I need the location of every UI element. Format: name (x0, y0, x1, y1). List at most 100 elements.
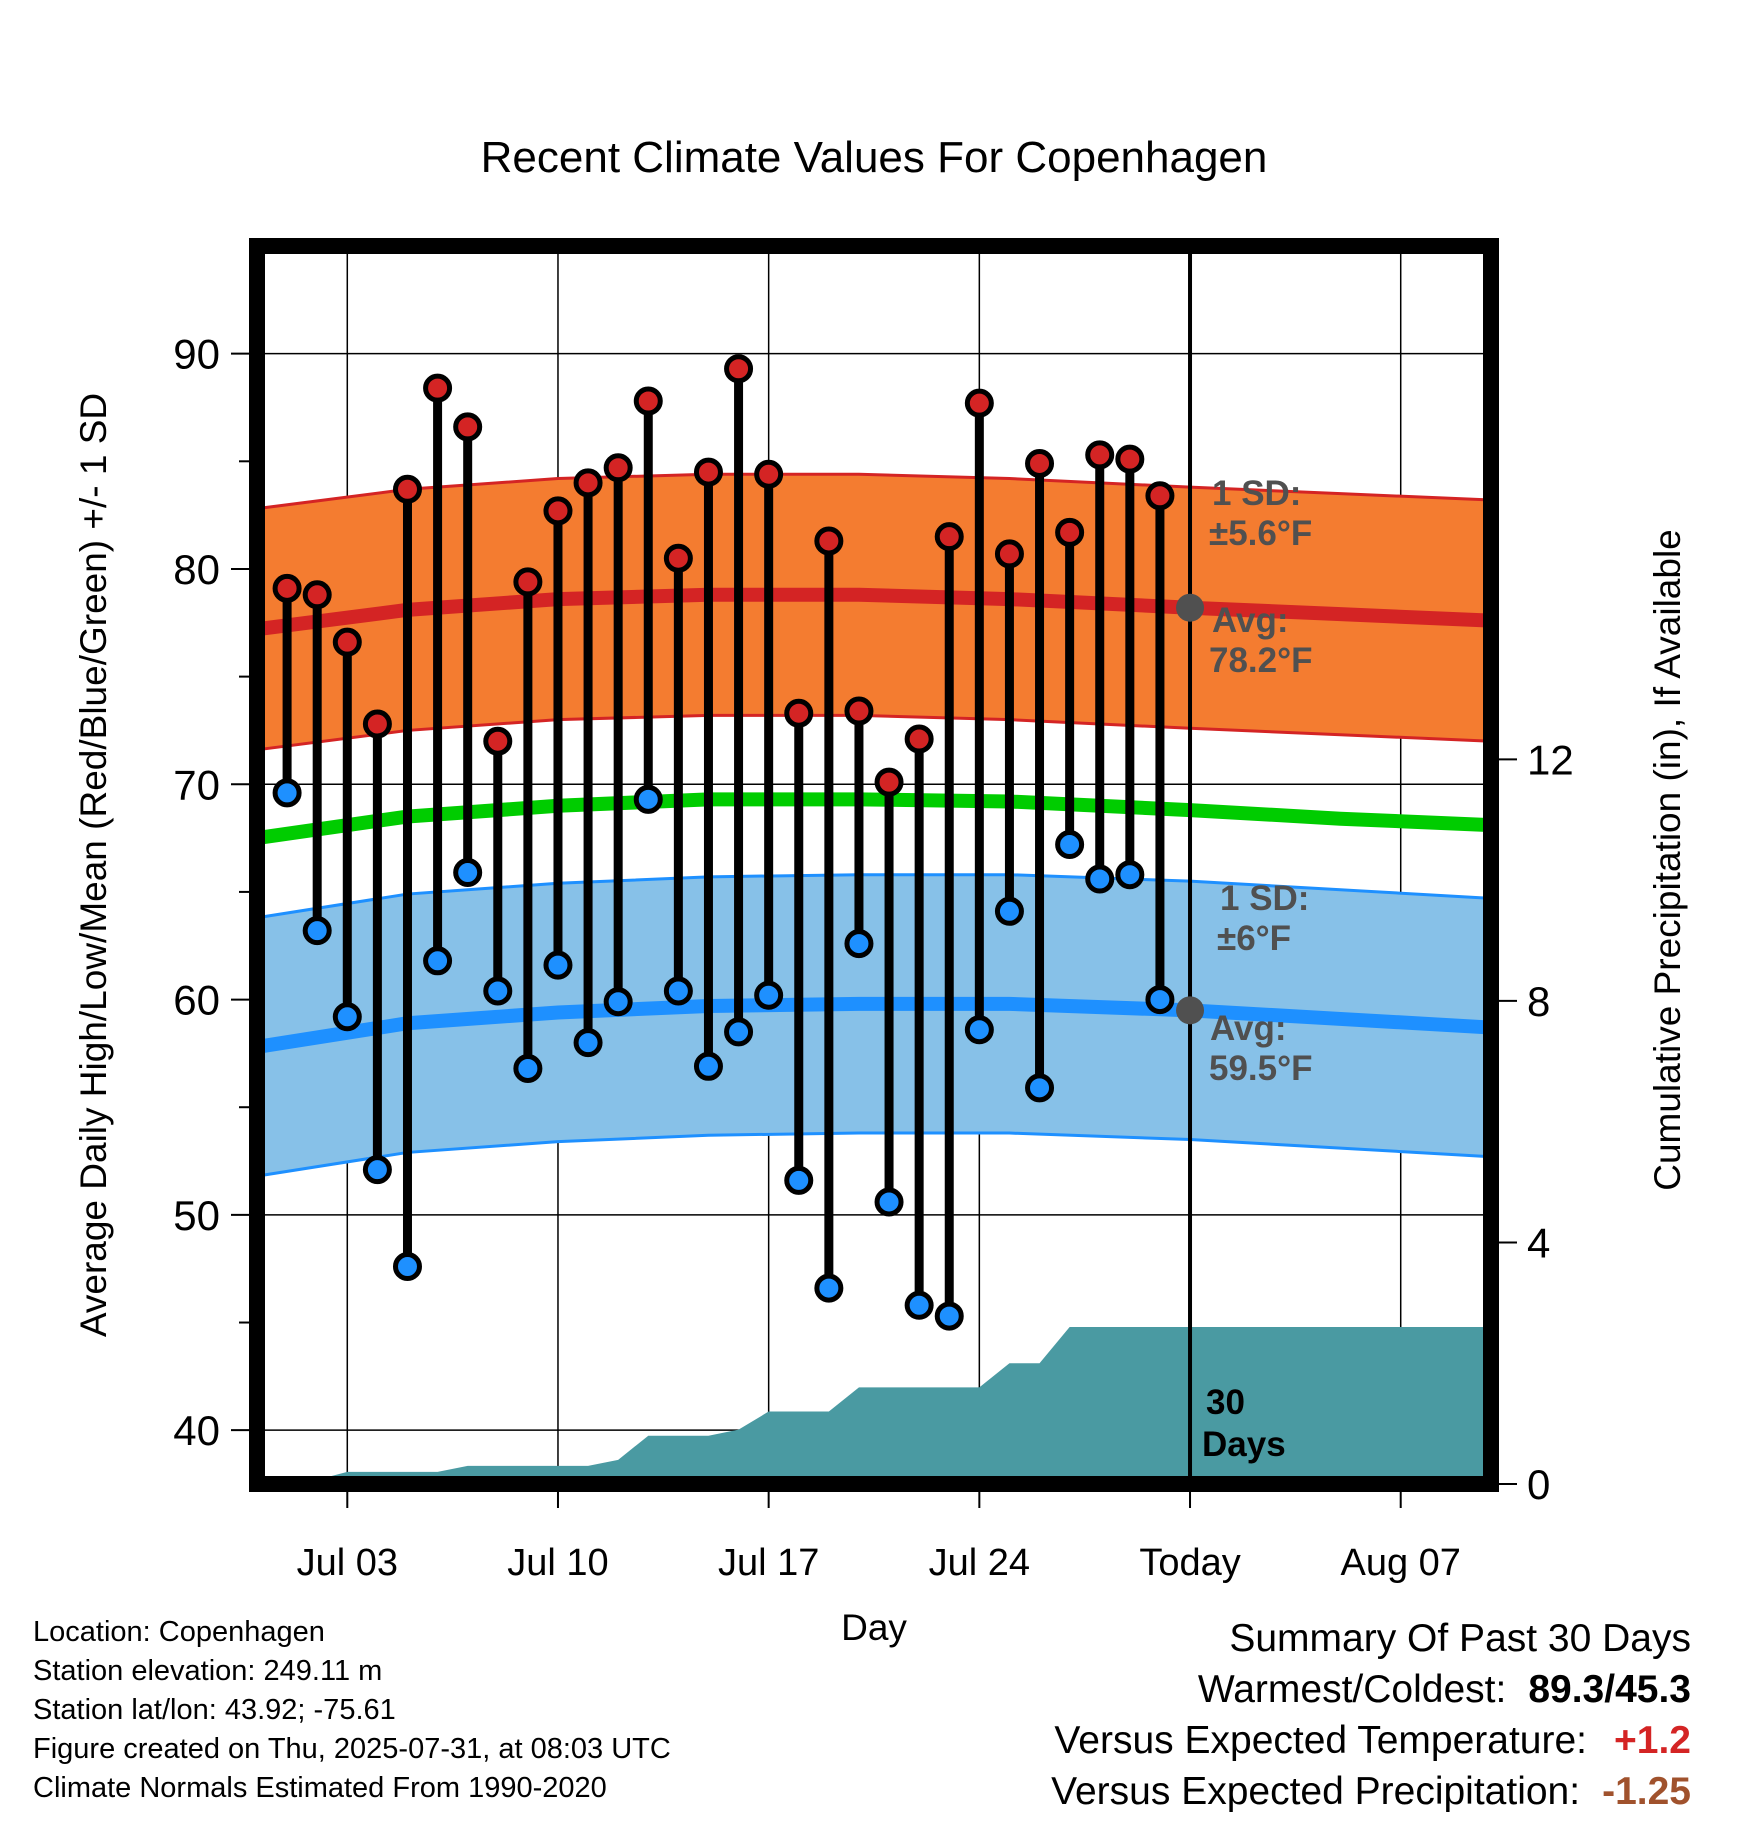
daily-high-point (543, 496, 573, 526)
y-tick-label: 80 (173, 546, 220, 593)
daily-high-point (754, 459, 784, 489)
daily-high-point (1085, 440, 1115, 470)
x-tick-label: Aug 07 (1340, 1542, 1460, 1584)
daily-low-point (814, 1273, 844, 1303)
x-axis-label: Day (841, 1607, 907, 1648)
daily-high-point (874, 767, 904, 797)
daily-high-point (814, 526, 844, 556)
summary-temp: Versus Expected Temperature: +1.2 (1051, 1715, 1691, 1766)
high-band-upper (256, 472, 1492, 511)
daily-low-point (874, 1187, 904, 1217)
station-info: Location: Copenhagen Station elevation: … (33, 1613, 671, 1808)
y-tick-label: 40 (173, 1407, 220, 1454)
temp-label: Versus Expected Temperature: (1054, 1719, 1587, 1762)
y2-tick-label: 0 (1527, 1461, 1550, 1508)
today-marker (1176, 246, 1205, 1484)
daily-low-point (633, 784, 663, 814)
daily-high-point (934, 522, 964, 552)
low-band-lower (256, 1131, 1492, 1178)
today-high-avg-dot (1176, 593, 1205, 622)
daily-low-point (513, 1053, 543, 1083)
daily-high-point (1025, 448, 1055, 478)
normals-text: Climate Normals Estimated From 1990-2020 (33, 1772, 607, 1804)
daily-high-point (362, 709, 392, 739)
high-band (257, 474, 1491, 750)
summary-warmest: Warmest/Coldest: 89.3/45.3 (1051, 1664, 1691, 1715)
y-tick-label: 90 (173, 331, 220, 378)
daily-high-point (423, 373, 453, 403)
daily-high-point (1145, 481, 1175, 511)
y-tick-label: 60 (173, 977, 220, 1024)
daily-low-point (1025, 1073, 1055, 1103)
y2-tick-label: 8 (1527, 978, 1550, 1025)
daily-high-point (784, 698, 814, 728)
chart-title: Recent Climate Values For Copenhagen (481, 133, 1268, 182)
daily-low-point (453, 858, 483, 888)
daily-low-point (362, 1155, 392, 1185)
elevation-text: Station elevation: 249.11 m (33, 1655, 383, 1687)
axes: 40 50 60 70 80 90 0 4 8 12 Jul 03 Jul 10 Jul 17 Jul 2… (173, 331, 1573, 1584)
y2-tick-label: 4 (1527, 1219, 1550, 1266)
precip-value: -1.25 (1602, 1770, 1691, 1813)
low-avg-value: 59.5°F (1209, 1049, 1313, 1088)
daily-low-point (483, 976, 513, 1006)
high-sd-label: 1 SD: (1212, 474, 1301, 513)
daily-low-point (302, 916, 332, 946)
daily-high-point (483, 726, 513, 756)
daily-low-point (272, 778, 302, 808)
daily-high-point (272, 573, 302, 603)
created-text: Figure created on Thu, 2025-07-31, at 08… (33, 1733, 671, 1765)
daily-low-point (1055, 830, 1085, 860)
daily-high-point (724, 354, 754, 384)
precip-cumulative-area (287, 1326, 1492, 1484)
y-tick-label: 50 (173, 1192, 220, 1239)
warmest-label: Warmest/Coldest: (1197, 1668, 1507, 1711)
chart-annotations: 1 SD: ±5.6°F Avg: 78.2°F 1 SD: ±6°F Avg:… (1202, 474, 1313, 1464)
y-tick-label: 70 (173, 761, 220, 808)
low-avg-line (255, 996, 1492, 1054)
daily-low-point (392, 1252, 422, 1282)
days-word: Days (1202, 1425, 1286, 1464)
daily-high-point (1115, 444, 1145, 474)
daily-high-point (663, 543, 693, 573)
daily-low-point (1145, 985, 1175, 1015)
summary-panel: Summary Of Past 30 Days Warmest/Coldest:… (1051, 1613, 1691, 1817)
high-avg-value: 78.2°F (1209, 641, 1313, 680)
daily-low-point (904, 1290, 934, 1320)
daily-low-point (754, 980, 784, 1010)
daily-high-point (513, 567, 543, 597)
daily-high-point (693, 457, 723, 487)
precip-area (287, 1326, 1492, 1484)
low-avg-label: Avg: (1210, 1009, 1286, 1048)
daily-low-point (784, 1165, 814, 1195)
low-band (257, 874, 1491, 1177)
x-tick-label: Jul 10 (507, 1542, 608, 1584)
daily-range-bars (272, 354, 1175, 1331)
warmest-value: 89.3/45.3 (1528, 1668, 1691, 1711)
daily-low-point (994, 896, 1024, 926)
daily-low-point (603, 987, 633, 1017)
today-low-avg-dot (1176, 996, 1205, 1025)
daily-high-point (844, 696, 874, 726)
temp-value: +1.2 (1614, 1719, 1691, 1762)
high-sd-value: ±5.6°F (1209, 514, 1312, 553)
y2-tick-label: 12 (1527, 736, 1574, 783)
summary-heading: Summary Of Past 30 Days (1229, 1617, 1691, 1660)
y-axis-label: Average Daily High/Low/Mean (Red/Blue/Gr… (73, 393, 114, 1337)
x-tick-label: Today (1139, 1542, 1240, 1584)
daily-high-point (603, 453, 633, 483)
daily-high-point (302, 580, 332, 610)
daily-low-point (724, 1017, 754, 1047)
x-tick-label: Jul 03 (297, 1542, 398, 1584)
daily-high-point (964, 388, 994, 418)
daily-high-point (904, 724, 934, 754)
daily-high-point (332, 627, 362, 657)
summary-precip: Versus Expected Precipitation: -1.25 (1051, 1766, 1691, 1817)
daily-high-point (392, 474, 422, 504)
daily-low-point (663, 976, 693, 1006)
x-tick-label: Jul 24 (929, 1542, 1030, 1584)
daily-low-point (934, 1301, 964, 1331)
y2-axis-label: Cumulative Precipitation (in), If Availa… (1647, 529, 1688, 1191)
mean-avg-line (256, 792, 1492, 846)
